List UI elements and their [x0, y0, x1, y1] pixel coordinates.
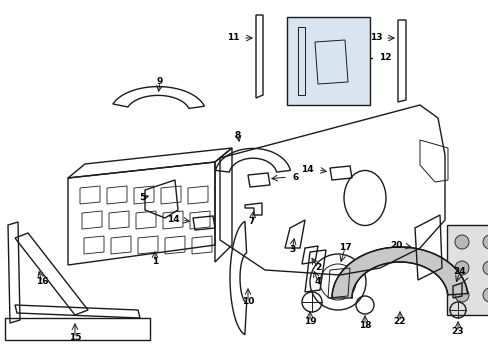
Text: 18: 18 — [358, 320, 370, 329]
Text: 10: 10 — [242, 297, 254, 306]
Text: 19: 19 — [303, 318, 316, 327]
Circle shape — [454, 288, 468, 302]
Text: 15: 15 — [69, 333, 81, 342]
Text: 9: 9 — [157, 77, 163, 86]
Circle shape — [454, 235, 468, 249]
Text: 23: 23 — [451, 328, 463, 337]
Text: 24: 24 — [453, 267, 466, 276]
Circle shape — [482, 235, 488, 249]
Polygon shape — [331, 247, 467, 298]
Text: 4: 4 — [314, 278, 321, 287]
Circle shape — [482, 261, 488, 275]
Bar — [446, 225, 488, 315]
Text: 1: 1 — [152, 257, 158, 266]
Text: 16: 16 — [36, 278, 48, 287]
Text: 2: 2 — [314, 264, 321, 273]
Text: 20: 20 — [389, 242, 401, 251]
Text: 8: 8 — [234, 130, 241, 139]
Text: 13: 13 — [369, 33, 382, 42]
Text: 6: 6 — [292, 172, 299, 181]
Text: 17: 17 — [338, 243, 350, 252]
Text: 12: 12 — [378, 54, 390, 63]
Text: 14: 14 — [166, 216, 179, 225]
Text: 22: 22 — [393, 318, 406, 327]
Text: 14: 14 — [300, 166, 313, 175]
Text: 3: 3 — [288, 246, 295, 255]
Circle shape — [482, 288, 488, 302]
Bar — [286, 17, 369, 105]
Text: 11: 11 — [226, 33, 239, 42]
Bar — [5, 318, 150, 340]
Text: 5: 5 — [139, 194, 145, 202]
Text: 7: 7 — [248, 217, 255, 226]
Circle shape — [454, 261, 468, 275]
